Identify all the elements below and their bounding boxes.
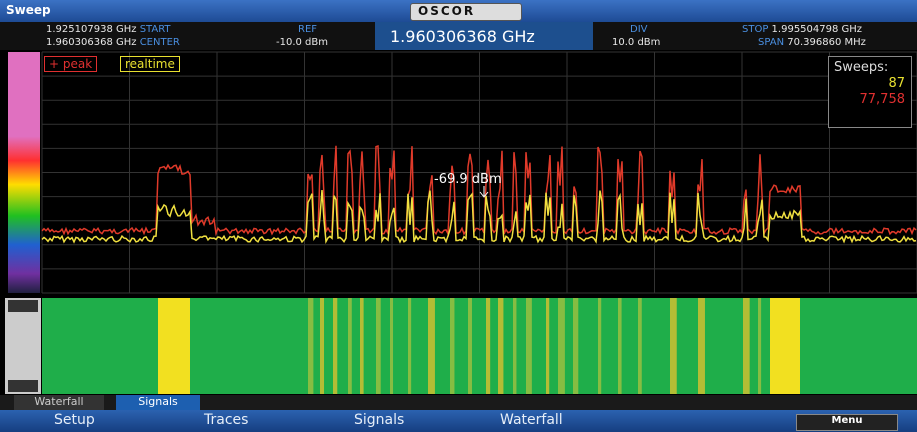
menu-signals[interactable]: Signals: [354, 412, 404, 428]
scroll-up: [8, 300, 38, 312]
waterfall-stripe: [558, 298, 565, 394]
waterfall-stripe: [526, 298, 532, 394]
waterfall-stripe: [486, 298, 490, 394]
waterfall-stripe: [770, 298, 800, 394]
menu-setup[interactable]: Setup: [54, 412, 95, 428]
waterfall-stripe: [498, 298, 503, 394]
menu-button[interactable]: Menu: [796, 414, 898, 431]
waterfall-stripe: [348, 298, 352, 394]
sweeps-total: 77,758: [860, 92, 906, 107]
waterfall-stripe: [333, 298, 337, 394]
waterfall-stripe: [758, 298, 761, 394]
menu-traces[interactable]: Traces: [204, 412, 248, 428]
waterfall-stripe: [376, 298, 381, 394]
waterfall-stripe: [670, 298, 677, 394]
waterfall-stripe: [468, 298, 472, 394]
waterfall-stripe: [598, 298, 601, 394]
waterfall-stripe: [638, 298, 642, 394]
waterfall-stripe: [390, 298, 393, 394]
waterfall-stripe: [573, 298, 578, 394]
waterfall-stripe: [546, 298, 549, 394]
waterfall-stripe: [743, 298, 750, 394]
legend-peak: + peak: [44, 56, 97, 72]
menu-waterfall[interactable]: Waterfall: [500, 412, 563, 428]
waterfall-stripe: [308, 298, 313, 394]
waterfall-stripe: [408, 298, 411, 394]
marker-label: -69.9 dBm: [434, 172, 502, 187]
waterfall-stripe: [360, 298, 364, 394]
waterfall-stripe: [158, 298, 190, 394]
sweeps-label: Sweeps:: [834, 60, 888, 75]
tab-waterfall[interactable]: Waterfall: [14, 395, 104, 410]
scrollbar: [5, 298, 41, 394]
tab-signals[interactable]: Signals: [116, 395, 200, 410]
legend-realtime: realtime: [120, 56, 180, 72]
waterfall-stripe: [618, 298, 622, 394]
waterfall-stripe: [513, 298, 516, 394]
app: Sweep OSCOR 1.925107938 GHz START 1.9603…: [0, 0, 917, 432]
waterfall-stripe: [450, 298, 454, 394]
menu-bar: [0, 410, 917, 432]
marker-arrow: [480, 186, 488, 197]
waterfall-stripe: [320, 298, 324, 394]
waterfall-stripe: [428, 298, 435, 394]
waterfall-stripe: [698, 298, 705, 394]
sweeps-count: 87: [888, 76, 905, 91]
scroll-down: [8, 380, 38, 392]
